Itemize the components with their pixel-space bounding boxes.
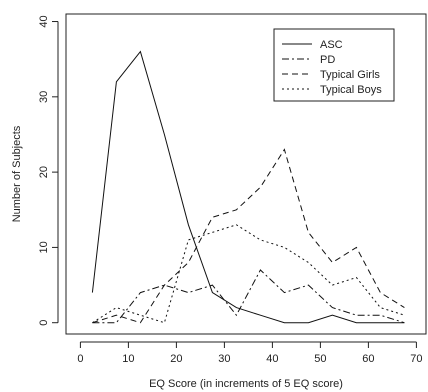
y-axis: 0 10 20 30 40 xyxy=(38,15,59,326)
y-tick-label: 40 xyxy=(38,15,50,27)
series-line-asc xyxy=(91,50,405,324)
y-tick-label: 30 xyxy=(38,91,50,103)
x-axis-label: EQ Score (in increments of 5 EQ score) xyxy=(149,378,343,390)
y-tick-label: 10 xyxy=(38,241,50,253)
y-tick-label: 0 xyxy=(38,320,50,326)
legend: ASC PD Typical Girls Typical Boys xyxy=(273,28,395,102)
series-layer xyxy=(91,50,405,324)
x-tick-label: 70 xyxy=(410,353,422,365)
legend-label-typical-girls: Typical Girls xyxy=(320,69,380,81)
series-line-typical-boys xyxy=(92,224,405,324)
series-line-typical-girls xyxy=(92,148,405,324)
x-tick-label: 20 xyxy=(170,353,182,365)
legend-label-typical-boys: Typical Boys xyxy=(320,84,382,96)
x-axis: 0 10 20 30 40 50 60 70 xyxy=(77,341,423,365)
y-axis-label: Number of Subjects xyxy=(11,125,23,222)
legend-label-pd: PD xyxy=(320,54,335,66)
x-tick-label: 30 xyxy=(218,353,230,365)
x-tick-label: 40 xyxy=(266,353,278,365)
legend-label-asc: ASC xyxy=(320,39,343,51)
x-tick-label: 10 xyxy=(122,353,134,365)
series-line-pd xyxy=(92,269,405,324)
x-tick-label: 0 xyxy=(77,353,83,365)
y-tick-label: 20 xyxy=(38,166,50,178)
x-tick-label: 50 xyxy=(314,353,326,365)
plot-frame xyxy=(65,13,427,335)
x-tick-label: 60 xyxy=(362,353,374,365)
